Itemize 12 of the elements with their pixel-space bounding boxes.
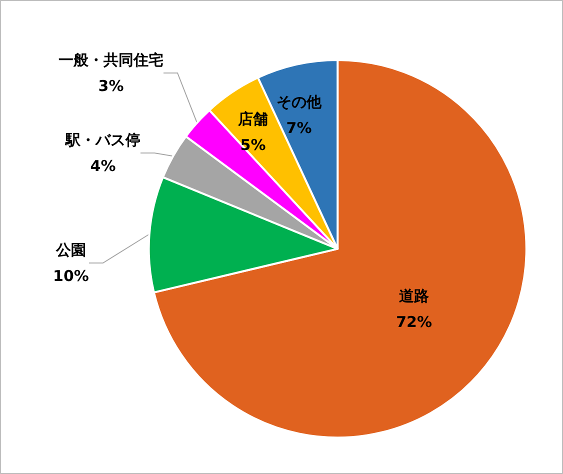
slice-label: 店舗 [237, 110, 268, 128]
data-label: 7% [286, 119, 312, 137]
data-label: 4% [90, 157, 116, 175]
slice-label: 公園 [55, 241, 86, 259]
data-label: 5% [240, 136, 266, 154]
data-label: 3% [98, 77, 124, 95]
slice-label: その他 [276, 93, 322, 111]
data-label: 72% [396, 313, 432, 332]
slice-label: 一般・共同住宅 [58, 51, 164, 69]
slice-label: 駅・バス停 [64, 131, 140, 149]
slice-label: 道路 [399, 287, 430, 306]
data-label: 10% [53, 267, 89, 285]
